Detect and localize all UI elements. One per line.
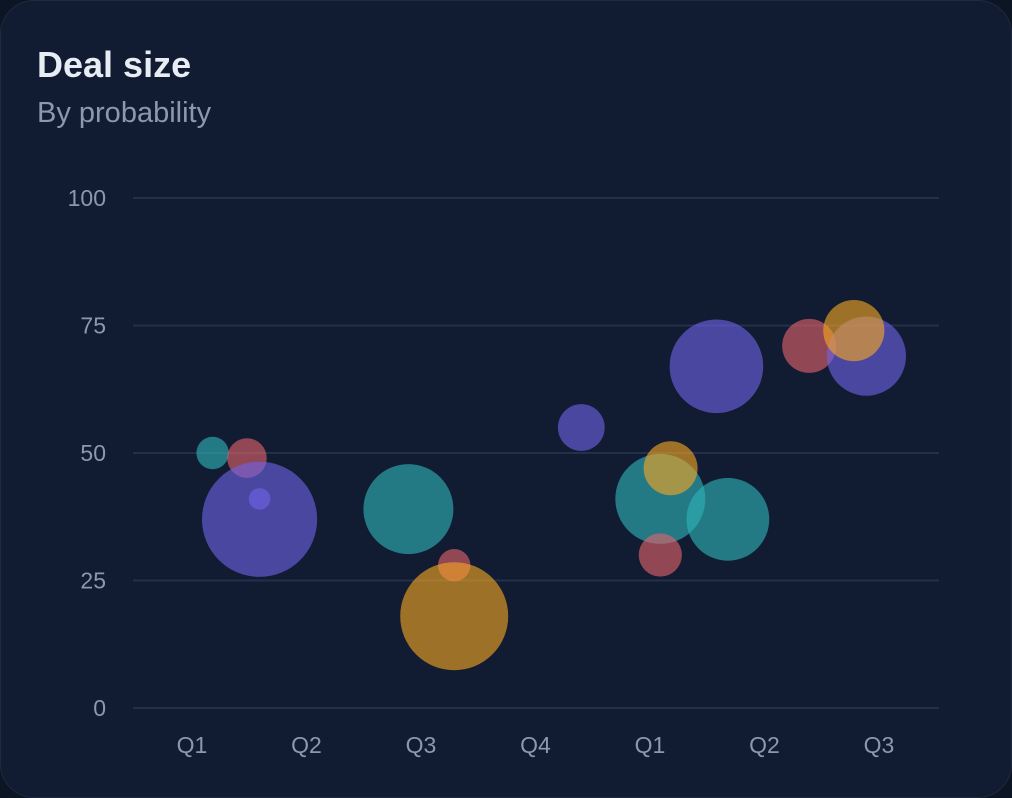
y-tick-label: 25 bbox=[80, 568, 106, 594]
x-tick-label: Q1 bbox=[177, 732, 208, 758]
bubble[interactable] bbox=[201, 461, 318, 577]
y-tick-label: 75 bbox=[80, 313, 106, 339]
y-tick-label: 100 bbox=[68, 185, 106, 211]
bubble[interactable] bbox=[669, 319, 764, 414]
y-tick-label: 50 bbox=[80, 440, 106, 466]
bubble[interactable] bbox=[557, 404, 605, 451]
bubble[interactable] bbox=[638, 533, 682, 577]
bubbles bbox=[196, 300, 907, 671]
y-tick-label: 0 bbox=[93, 695, 106, 721]
chart-subtitle: By probability bbox=[37, 97, 212, 129]
bubble[interactable] bbox=[363, 464, 454, 555]
x-tick-label: Q4 bbox=[520, 732, 551, 758]
bubble[interactable] bbox=[400, 562, 509, 671]
bubble[interactable] bbox=[196, 436, 229, 470]
bubble[interactable] bbox=[823, 300, 885, 362]
bubble[interactable] bbox=[686, 477, 770, 561]
bubble[interactable] bbox=[643, 441, 698, 496]
bubble[interactable] bbox=[782, 318, 837, 373]
x-tick-label: Q3 bbox=[864, 732, 895, 758]
x-tick-label: Q1 bbox=[635, 732, 666, 758]
y-axis-ticks: 0 25 50 75 100 bbox=[68, 185, 106, 721]
x-tick-label: Q2 bbox=[291, 732, 322, 758]
x-tick-label: Q3 bbox=[406, 732, 437, 758]
x-axis-ticks: Q1 Q2 Q3 Q4 Q1 Q2 Q3 bbox=[177, 732, 895, 758]
x-tick-label: Q2 bbox=[749, 732, 780, 758]
chart-title: Deal size bbox=[37, 44, 192, 85]
